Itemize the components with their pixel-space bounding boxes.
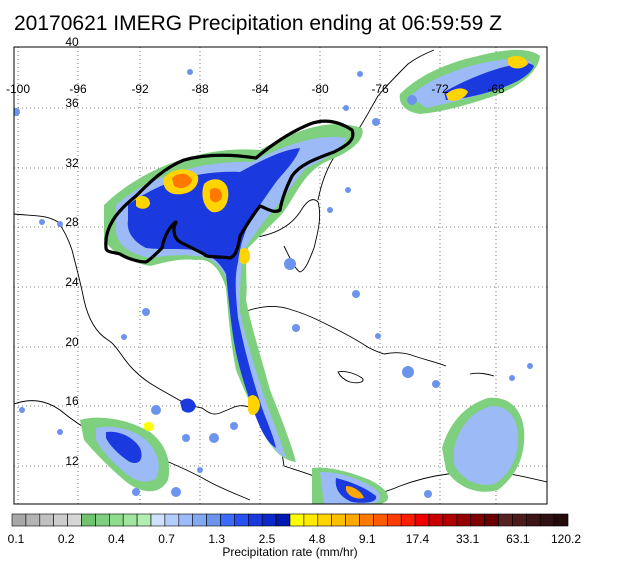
colorbar-label: 4.8 <box>308 532 326 546</box>
colorbar-swatch <box>39 513 54 527</box>
colorbar-label: 0.1 <box>7 532 25 546</box>
colorbar-swatch <box>192 513 207 527</box>
colorbar-label: 17.4 <box>405 532 430 546</box>
colorbar-swatch <box>164 513 180 527</box>
colorbar-swatch <box>331 513 346 527</box>
longitude-label: -100 <box>6 82 30 96</box>
colorbar-swatch <box>150 513 166 527</box>
colorbar-label: 0.7 <box>158 532 175 546</box>
colorbar-swatch <box>275 513 291 527</box>
colorbar-swatch <box>25 513 41 527</box>
longitude-label: -80 <box>311 82 329 96</box>
colorbar-swatch <box>317 513 332 527</box>
colorbar-swatch <box>400 513 416 527</box>
colorbar-swatch <box>442 513 458 527</box>
colorbar-swatch <box>178 513 194 527</box>
colorbar-swatch <box>122 513 138 527</box>
colorbar-swatch <box>303 513 319 527</box>
colorbar-swatch <box>248 513 263 527</box>
colorbar-swatch <box>386 513 402 527</box>
colorbar-swatch <box>95 513 110 527</box>
latitude-label: 40 <box>65 35 79 49</box>
latitude-label: 12 <box>65 454 79 468</box>
colorbar-swatch <box>512 513 527 527</box>
precip-scattered-cells <box>14 69 533 498</box>
latitude-labels: 40 36 32 28 24 20 16 12 <box>65 35 79 468</box>
latitude-label: 36 <box>65 96 79 110</box>
latitude-label: 32 <box>65 156 79 170</box>
longitude-label: -96 <box>69 82 87 96</box>
colorbar-swatch <box>498 513 513 527</box>
colorbar-swatch <box>470 513 485 527</box>
longitude-label: -76 <box>371 82 389 96</box>
map-frame <box>13 46 548 505</box>
colorbar-caption: Precipitation rate (mm/hr) <box>222 545 358 559</box>
highlighted-region-outline <box>104 119 355 264</box>
colorbar-swatch <box>11 513 27 527</box>
longitude-label: -88 <box>191 82 209 96</box>
colorbar-swatch <box>428 513 444 527</box>
colorbar-label: 9.1 <box>358 532 376 546</box>
colorbar-swatch <box>539 513 555 527</box>
colorbar-swatch <box>373 513 388 527</box>
colorbar-swatch <box>67 513 82 527</box>
colorbar-label: 0.2 <box>57 532 75 546</box>
precip-intense-cores <box>136 56 528 499</box>
colorbar-swatch <box>53 513 68 527</box>
colorbar-label: 0.4 <box>108 532 125 546</box>
latitude-label: 20 <box>65 335 79 349</box>
colorbar-swatch <box>414 513 430 527</box>
colorbar-swatch <box>81 513 96 527</box>
colorbar-swatch <box>206 513 221 527</box>
colorbar-swatch <box>456 513 471 527</box>
colorbar-swatch <box>261 513 277 527</box>
longitude-labels: -100 -96 -92 -88 -84 -80 -76 -72 -68 <box>6 82 505 96</box>
colorbar-swatch <box>234 513 249 527</box>
latitude-label: 16 <box>65 394 79 408</box>
longitude-label: -72 <box>431 82 449 96</box>
map-title: 20170621 IMERG Precipitation ending at 0… <box>14 12 502 35</box>
colorbar-label: 1.3 <box>208 532 226 546</box>
longitude-label: -92 <box>131 82 149 96</box>
colorbar-label: 120.2 <box>550 532 582 546</box>
colorbar-swatch <box>109 513 124 527</box>
colorbar-swatch <box>484 513 499 527</box>
colorbar-label: 33.1 <box>455 532 480 546</box>
colorbar-label: 63.1 <box>506 532 530 546</box>
colorbar-swatch <box>553 513 569 527</box>
colorbar-swatch <box>525 513 541 527</box>
colorbar-label: 2.5 <box>258 532 276 546</box>
longitude-label: -68 <box>487 82 505 96</box>
colorbar-swatch <box>220 513 235 527</box>
longitude-label: -84 <box>251 82 269 96</box>
colorbar-swatch <box>359 513 374 527</box>
colorbar <box>11 513 569 527</box>
latitude-label: 24 <box>65 275 79 289</box>
colorbar-swatch <box>345 513 360 527</box>
latitude-label: 28 <box>65 215 79 229</box>
colorbar-swatch <box>289 513 305 527</box>
colorbar-swatch <box>136 513 152 527</box>
